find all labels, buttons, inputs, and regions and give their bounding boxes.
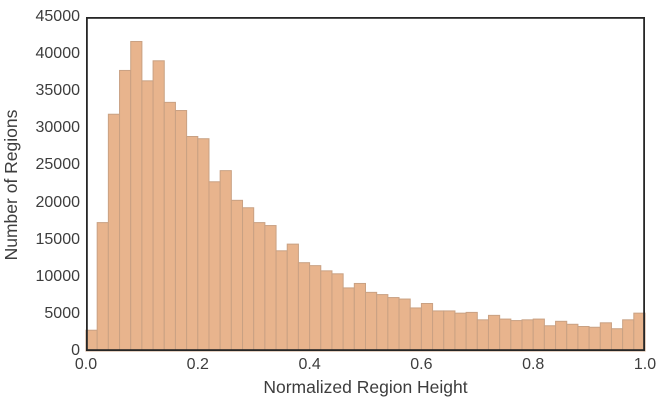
x-tick-label: 1.0 — [633, 356, 657, 373]
x-axis-label: Normalized Region Height — [263, 377, 468, 397]
axes-spines — [85, 16, 646, 352]
histogram-bar — [543, 325, 557, 352]
histogram-bar — [622, 319, 635, 352]
y-tick-label: 25000 — [35, 156, 81, 174]
histogram-bar — [331, 273, 344, 352]
histogram-bar — [264, 225, 277, 352]
histogram-bar — [186, 136, 199, 352]
histogram-bar — [376, 294, 389, 352]
histogram-bar — [365, 291, 378, 352]
histogram-bar — [152, 60, 165, 352]
histogram-bar — [163, 101, 176, 352]
histogram-bar — [141, 80, 154, 352]
x-tick-label: 0.0 — [74, 356, 98, 373]
y-tick-label: 35000 — [35, 82, 81, 100]
histogram-bar — [566, 323, 579, 352]
y-tick-label: 40000 — [35, 45, 81, 63]
histogram-bar — [398, 298, 411, 352]
x-tick-label: 0.2 — [186, 356, 209, 373]
histogram-bar — [387, 297, 400, 352]
x-tick-label: 0.8 — [522, 356, 545, 373]
y-tick-label: 20000 — [35, 193, 81, 211]
histogram-bar — [532, 318, 545, 352]
histogram-bar — [465, 311, 478, 352]
histogram-bar — [599, 322, 612, 352]
histogram-bar — [577, 326, 590, 352]
histogram-bar — [286, 243, 299, 352]
y-tick-label: 10000 — [35, 267, 81, 285]
histogram-bar — [342, 287, 355, 352]
histogram-bar — [454, 312, 467, 352]
y-tick-label: 45000 — [35, 8, 81, 25]
histogram-bar — [107, 113, 121, 352]
histogram-bar — [476, 319, 489, 352]
histogram-bar — [174, 110, 188, 352]
y-tick-label: 15000 — [35, 230, 81, 248]
histogram-bars — [85, 40, 646, 352]
histogram-bar — [253, 222, 266, 352]
x-tick-label: 0.4 — [298, 356, 321, 373]
x-tick-label: 0.6 — [410, 356, 433, 373]
histogram-bar — [208, 181, 221, 352]
histogram-bar — [219, 170, 232, 352]
y-tick-label: 30000 — [35, 119, 81, 137]
histogram-bar — [309, 265, 322, 352]
histogram-bar — [409, 307, 422, 352]
y-tick-label: 5000 — [44, 304, 80, 322]
histogram-bar — [96, 222, 109, 352]
histogram-bar — [353, 282, 367, 352]
histogram-bar — [130, 40, 143, 352]
histogram-bar — [510, 320, 523, 352]
histogram-bar — [197, 138, 210, 352]
histogram-bar — [297, 262, 311, 352]
histogram-bar — [275, 250, 288, 352]
histogram-bar — [521, 319, 534, 352]
histogram-bar — [242, 207, 255, 352]
histogram-bar — [555, 320, 568, 352]
histogram-bar — [487, 314, 501, 352]
histogram-bar — [420, 303, 434, 352]
y-tick-label: 0 — [71, 342, 80, 359]
y-axis-label: Number of Regions — [1, 109, 21, 261]
histogram-bar — [610, 328, 624, 352]
histogram-bar — [443, 310, 456, 352]
histogram-bar — [499, 318, 512, 352]
plot-area — [85, 16, 646, 352]
histogram-bar — [588, 326, 601, 352]
histogram-bar — [320, 270, 333, 352]
histogram-bar — [230, 199, 244, 352]
histogram-bar — [432, 310, 445, 352]
histogram-bar — [119, 69, 132, 352]
